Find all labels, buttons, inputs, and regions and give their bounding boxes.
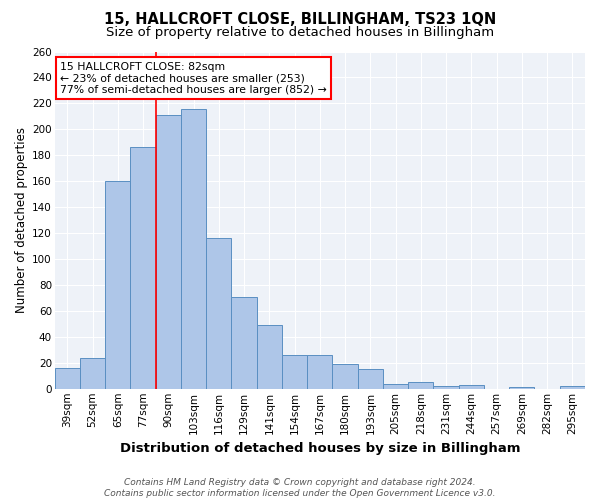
Bar [55,368,80,389]
Y-axis label: Number of detached properties: Number of detached properties [15,127,28,313]
Bar [358,370,383,389]
Bar [130,148,156,389]
Bar [509,388,535,389]
Bar [257,325,282,389]
Bar [80,358,105,389]
Bar [181,108,206,389]
Bar [307,355,332,389]
X-axis label: Distribution of detached houses by size in Billingham: Distribution of detached houses by size … [119,442,520,455]
Bar [156,115,181,389]
Bar [459,385,484,389]
Text: 15 HALLCROFT CLOSE: 82sqm
← 23% of detached houses are smaller (253)
77% of semi: 15 HALLCROFT CLOSE: 82sqm ← 23% of detac… [60,62,327,95]
Text: Contains HM Land Registry data © Crown copyright and database right 2024.
Contai: Contains HM Land Registry data © Crown c… [104,478,496,498]
Bar [383,384,408,389]
Bar [232,296,257,389]
Bar [105,181,130,389]
Bar [408,382,433,389]
Bar [332,364,358,389]
Bar [206,238,232,389]
Bar [282,355,307,389]
Text: Size of property relative to detached houses in Billingham: Size of property relative to detached ho… [106,26,494,39]
Bar [433,386,459,389]
Bar [560,386,585,389]
Text: 15, HALLCROFT CLOSE, BILLINGHAM, TS23 1QN: 15, HALLCROFT CLOSE, BILLINGHAM, TS23 1Q… [104,12,496,28]
